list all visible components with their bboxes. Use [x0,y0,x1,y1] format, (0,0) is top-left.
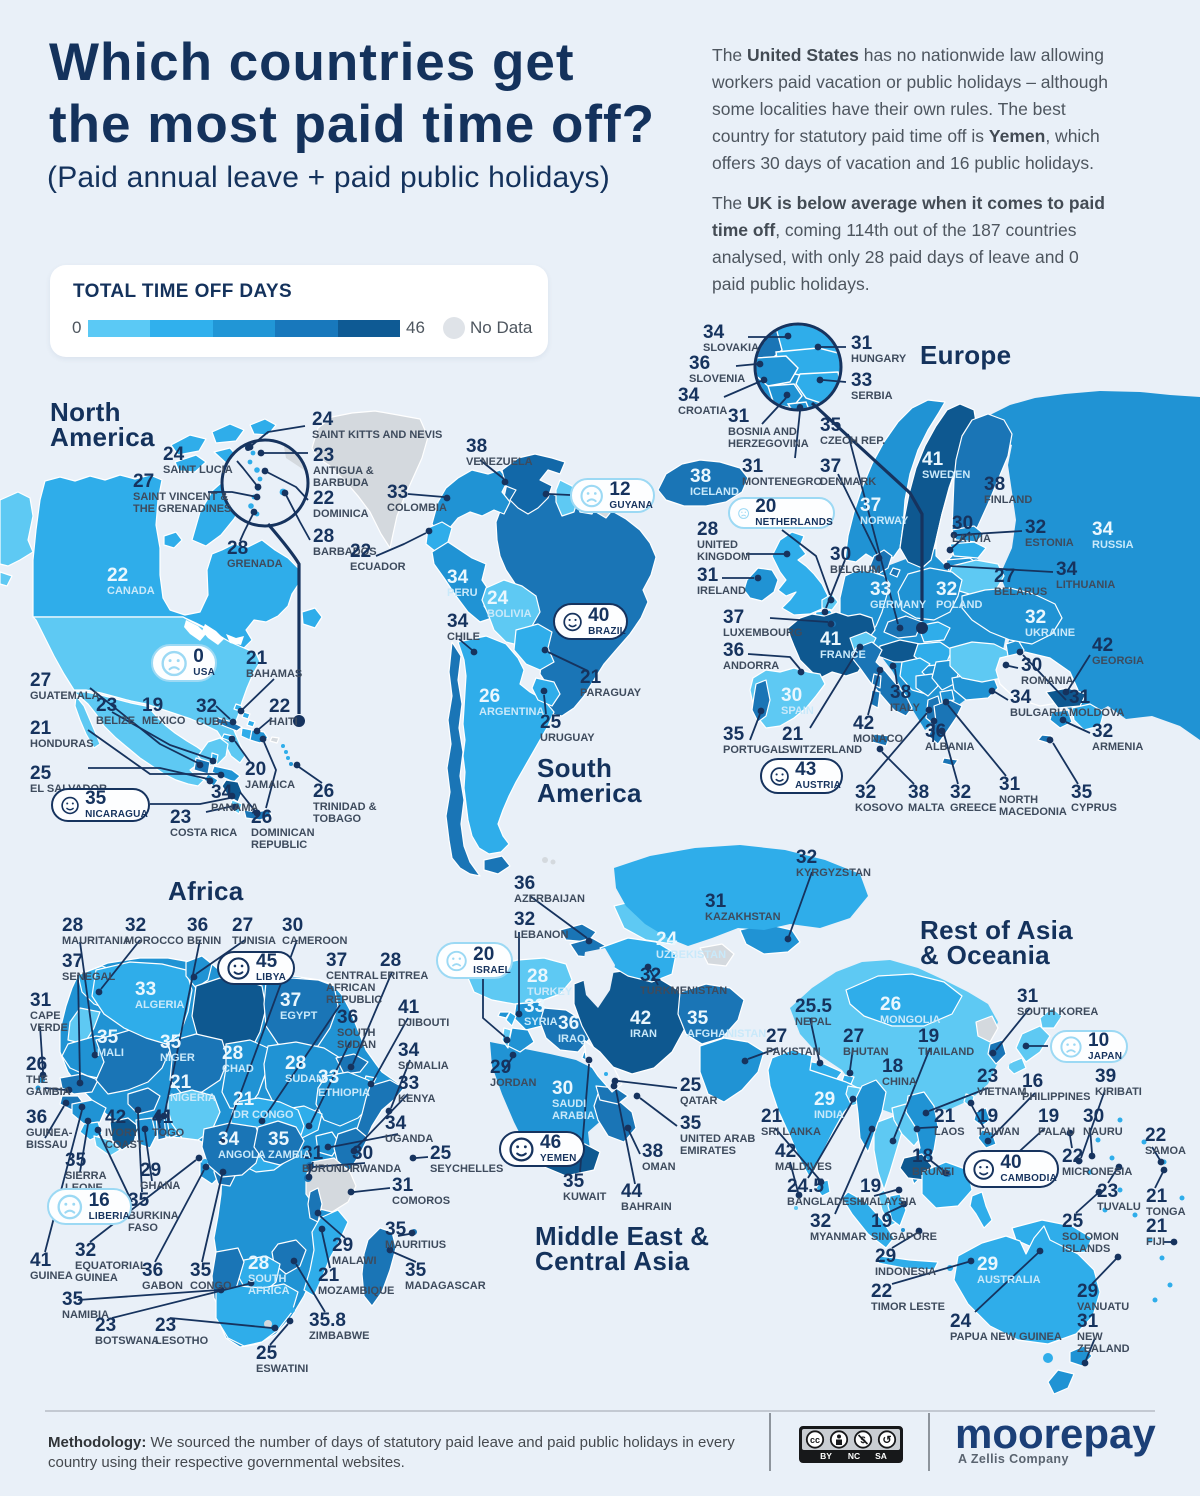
svg-text:SA: SA [875,1451,887,1461]
svg-text:cc: cc [810,1435,820,1445]
svg-text:↺: ↺ [882,1435,891,1447]
svg-text:NC: NC [848,1451,860,1461]
svg-text:BY: BY [820,1451,832,1461]
